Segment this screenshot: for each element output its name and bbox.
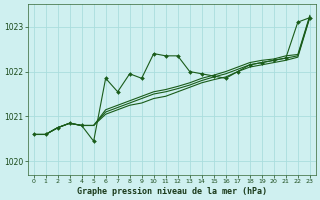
X-axis label: Graphe pression niveau de la mer (hPa): Graphe pression niveau de la mer (hPa) [77, 187, 267, 196]
